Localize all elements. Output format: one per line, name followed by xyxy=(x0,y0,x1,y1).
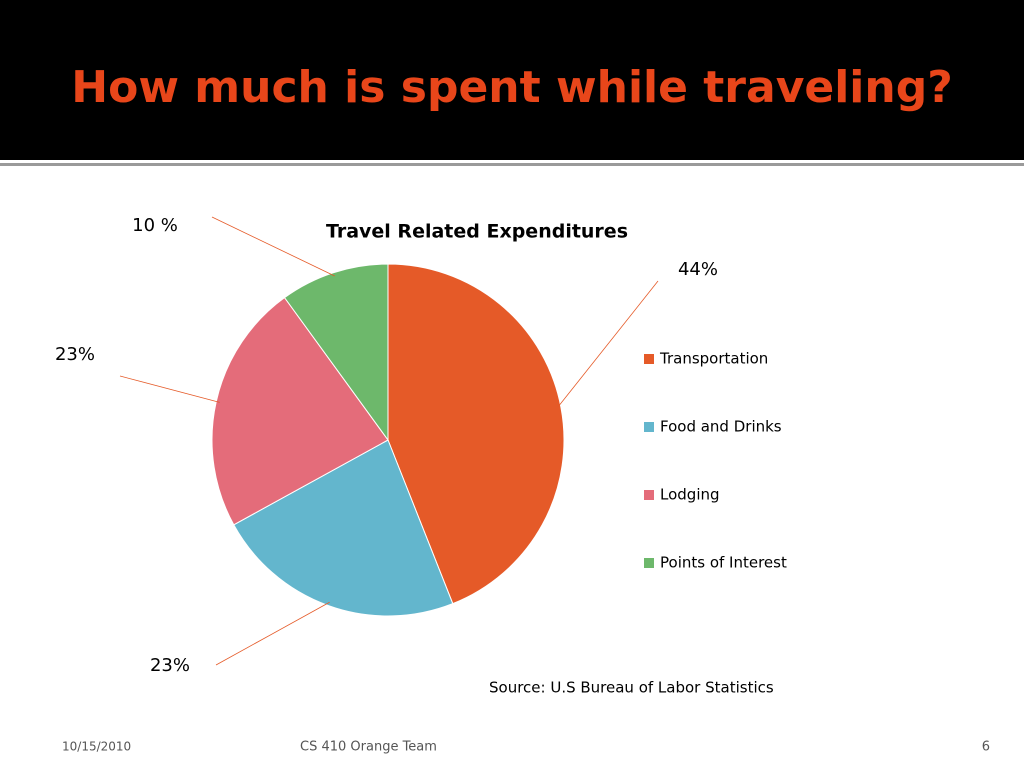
legend-swatch xyxy=(644,422,654,432)
header-rule xyxy=(0,163,1024,166)
data-label: 10 % xyxy=(132,215,178,236)
legend-swatch xyxy=(644,490,654,500)
leader-line xyxy=(211,216,335,277)
pie-slice xyxy=(387,263,565,605)
data-label: 23% xyxy=(55,344,95,365)
data-label: 44% xyxy=(678,259,718,280)
legend-label: Transportation xyxy=(659,350,768,368)
pie-slice xyxy=(283,263,389,442)
header-band xyxy=(0,0,1024,160)
footer-team: CS 410 Orange Team xyxy=(300,740,437,755)
legend-swatch xyxy=(644,354,654,364)
leader-line xyxy=(215,601,330,666)
page-number: 6 xyxy=(982,740,990,755)
legend-swatch xyxy=(644,558,654,568)
pie-slice xyxy=(233,439,454,617)
data-label: 23% xyxy=(150,655,190,676)
leader-line xyxy=(119,375,220,403)
footer-date: 10/15/2010 xyxy=(62,740,131,754)
slide-title: How much is spent while traveling? xyxy=(71,62,952,113)
legend-label: Lodging xyxy=(660,486,720,504)
chart-title: Travel Related Expenditures xyxy=(326,221,628,243)
legend-label: Food and Drinks xyxy=(660,418,782,436)
leader-line xyxy=(557,280,659,408)
source-note: Source: U.S Bureau of Labor Statistics xyxy=(489,679,774,697)
legend-label: Points of Interest xyxy=(660,554,787,572)
